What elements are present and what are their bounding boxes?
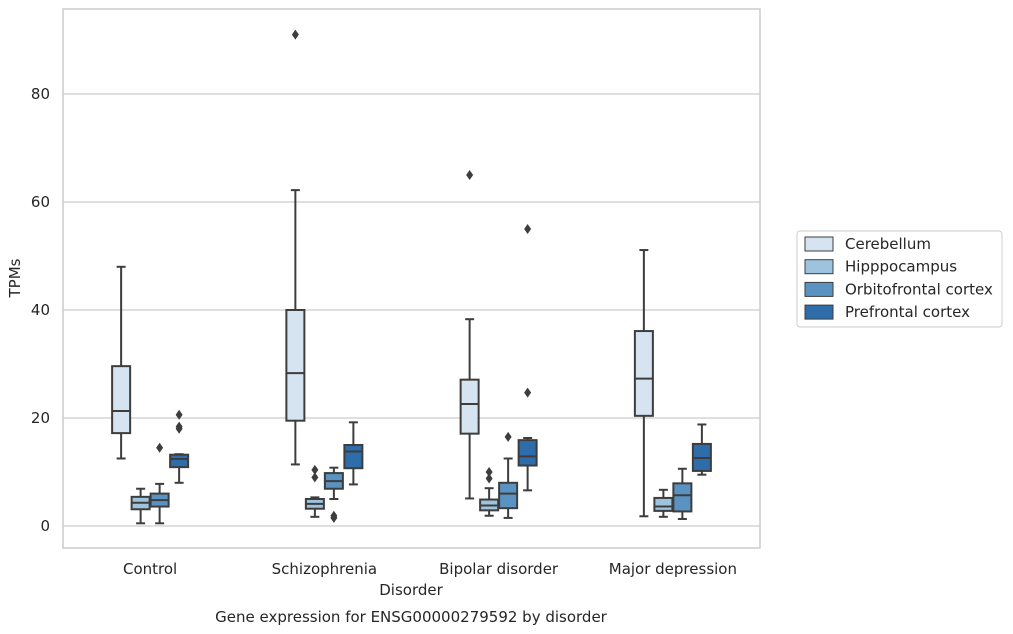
- outlier-point: [311, 464, 319, 475]
- x-tick-label: Major depression: [609, 560, 737, 578]
- outlier-point: [485, 473, 493, 484]
- x-tick-label: Bipolar disorder: [439, 560, 559, 578]
- legend-swatch: [804, 259, 834, 275]
- iqr-box: [633, 330, 654, 417]
- x-tick-label: Control: [123, 560, 177, 578]
- box-orbitofrontal-cortex: [149, 442, 170, 525]
- x-axis-label: Disorder: [379, 581, 443, 599]
- outlier-point: [311, 472, 319, 483]
- box-prefrontal-cortex: [691, 423, 712, 476]
- box-hipppocampus: [304, 464, 325, 518]
- box-orbitofrontal-cortex: [672, 467, 693, 520]
- box-prefrontal-cortex: [517, 224, 538, 492]
- iqr-box: [169, 453, 190, 469]
- x-tick-labels: Control Schizophrenia Bipolar disorder Majo…: [123, 560, 737, 578]
- y-tick-label: 40: [31, 301, 50, 319]
- y-tick-labels: 0 20 40 60 80: [31, 85, 50, 535]
- box-cerebellum: [111, 265, 132, 460]
- outlier-point: [524, 387, 532, 398]
- plot-frame: [62, 8, 761, 549]
- legend-entry: Orbitofrontal cortex: [845, 280, 993, 298]
- outlier-point: [175, 423, 183, 434]
- iqr-box: [111, 365, 132, 435]
- x-tick-label: Schizophrenia: [272, 560, 377, 578]
- box-cerebellum: [285, 29, 306, 466]
- plot-background: [63, 9, 760, 548]
- legend-swatch: [804, 281, 834, 297]
- iqr-box: [517, 439, 538, 467]
- box-cerebellum: [633, 249, 654, 518]
- iqr-box: [343, 444, 364, 470]
- legend-swatch: [804, 304, 834, 320]
- outlier-point: [156, 442, 164, 453]
- legend-frame: [796, 230, 1003, 328]
- legend-entry: Cerebellum: [845, 235, 931, 253]
- outlier-point: [485, 467, 493, 477]
- y-tick-label: 60: [31, 193, 50, 211]
- legend-swatch: [804, 236, 834, 252]
- legend-entry: Hipppocampus: [845, 258, 957, 276]
- outlier-point: [330, 510, 338, 521]
- outlier-point: [504, 431, 512, 442]
- y-tick-label: 0: [40, 517, 50, 535]
- box-prefrontal-cortex: [169, 409, 190, 484]
- iqr-box: [498, 481, 519, 510]
- box-orbitofrontal-cortex: [323, 466, 344, 523]
- box-cerebellum: [459, 170, 480, 500]
- iqr-box: [672, 482, 693, 513]
- box-series: [111, 29, 712, 525]
- legend: Cerebellum Hipppocampus Orbitofrontal cort…: [796, 230, 1003, 328]
- outlier-point: [291, 29, 299, 40]
- legend-entry: Prefrontal cortex: [845, 303, 970, 321]
- y-tick-label: 80: [31, 85, 50, 103]
- box-hipppocampus: [479, 467, 500, 517]
- iqr-box: [285, 309, 306, 422]
- box-prefrontal-cortex: [343, 421, 364, 486]
- box-orbitofrontal-cortex: [498, 431, 519, 519]
- outlier-point: [466, 170, 474, 180]
- iqr-box: [459, 378, 480, 435]
- outlier-point: [524, 224, 532, 234]
- chart-title: Gene expression for ENSG00000279592 by d…: [215, 608, 608, 626]
- y-axis-label: TPMs: [6, 258, 24, 298]
- iqr-box: [653, 496, 674, 512]
- outlier-point: [175, 409, 183, 420]
- y-tick-label: 20: [31, 409, 50, 427]
